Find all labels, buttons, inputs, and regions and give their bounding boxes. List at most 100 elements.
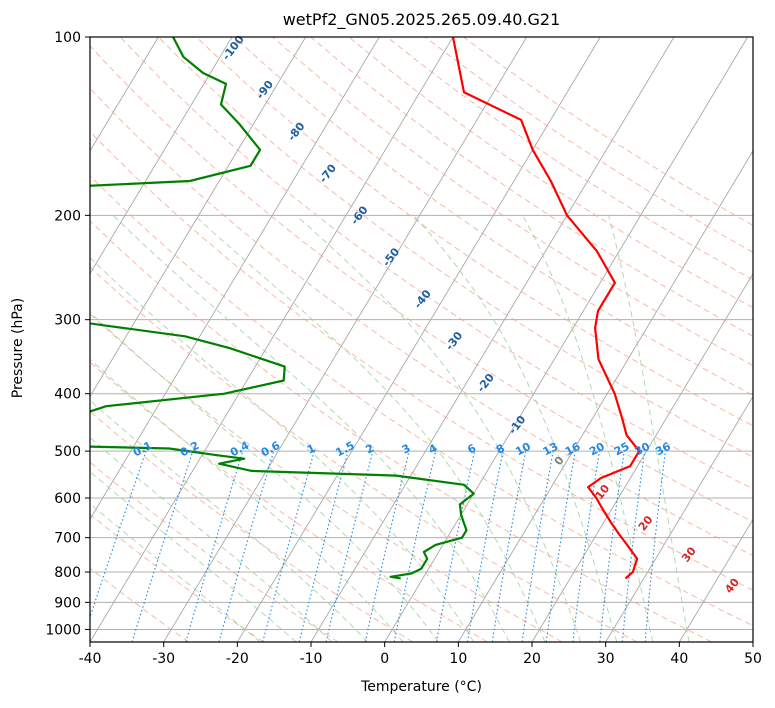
dry-adiabat [424,37,753,253]
moist-adiabat [295,214,582,642]
moist-adiabat [90,256,475,642]
moist-adiabat [608,215,690,642]
dry-adiabat [310,37,753,337]
x-axis-label: Temperature (°C) [361,679,482,695]
moist-adiabat [90,436,333,642]
isotherm-line [678,518,753,642]
mixing-ratio-line [599,451,625,642]
y-tick-label: 1000 [45,622,81,638]
dry-adiabat-label: -40 [411,287,434,311]
dry-adiabat-label: -30 [443,329,466,353]
isotherm-line [90,37,233,275]
mixing-ratio-label: 30 [633,440,653,459]
dry-adiabat-label: 0 [552,454,567,468]
mixing-ratio-line [298,450,349,642]
dry-adiabat [90,87,753,557]
x-tick-label: 20 [523,651,541,667]
x-tick-label: -40 [79,651,102,667]
moist-adiabat [90,399,369,642]
dry-adiabat [90,313,563,642]
moist-adiabat [90,503,261,642]
dry-adiabat [90,513,264,642]
isotherm-line [310,37,675,642]
dry-adiabat [386,37,753,281]
mixing-ratio-line [521,451,554,642]
mixing-ratio-label: 25 [612,440,632,459]
mixing-ratio-label: 10 [513,440,533,459]
dry-adiabat [90,567,190,642]
y-tick-label: 900 [54,595,81,611]
mixing-ratio-label: 36 [653,440,673,459]
dewpoint-profile [90,37,475,580]
isotherm-line [605,395,753,642]
dry-adiabat [196,37,753,427]
dry-adiabat [119,37,753,490]
moist-adiabat [90,358,404,642]
mixing-ratio-line [262,450,315,642]
y-tick-label: 400 [54,387,81,403]
axes: -40 -30 -20 -10 0 10 20 30 40 5010020030040050060… [45,30,762,667]
y-tick-label: 100 [54,30,81,46]
dry-adiabat [157,37,753,458]
mixing-ratio-label: 13 [541,440,561,459]
mixing-ratio-line [185,450,244,642]
dry-adiabat-label: 40 [722,576,742,596]
x-tick-label: 30 [597,651,615,667]
mixing-ratio-line [218,450,275,642]
mixing-ratio-label: 16 [563,440,583,459]
dry-adiabat-label: -20 [474,371,497,395]
isotherm-line [0,37,85,642]
isotherm-line [90,37,307,398]
background-lines [0,37,753,642]
moist-adiabat [90,471,297,642]
isotherm-line [457,150,753,642]
mixing-ratio-line [131,450,194,642]
dry-adiabat [90,175,753,627]
isotherm-line [90,37,454,642]
temperature-profile [451,37,641,580]
x-tick-label: 0 [380,651,389,667]
isotherm-line [752,641,753,642]
mixing-ratio-line [325,450,374,642]
mixing-ratio-label: 0.4 [228,439,252,460]
mixing-ratio-label: 1.5 [333,439,356,460]
profiles [90,37,641,580]
mixing-ratio-line [644,451,666,642]
x-tick-label: 10 [449,651,467,667]
mixing-ratio-label: 20 [587,440,607,459]
isotherm-line [90,37,159,152]
moist-adiabat [194,214,546,642]
mixing-ratio-label: 2 [363,442,376,457]
x-tick-label: -10 [300,651,323,667]
dry-adiabat-label: -10 [506,413,529,437]
dry-adiabat [90,461,339,642]
mixing-ratio-label: 0.1 [131,439,154,460]
mixing-ratio-label: 4 [426,441,439,456]
mixing-ratio-label: 6 [465,441,478,456]
x-tick-label: 50 [744,651,762,667]
mixing-ratio-line [621,451,646,642]
y-tick-label: 500 [54,444,81,460]
dry-adiabat [90,410,414,642]
mixing-ratio-line [393,450,437,642]
plot-frame [89,36,754,643]
dry-adiabat [348,37,753,309]
isotherm-line [236,37,601,642]
chart-title: wetPf2_GN05.2025.265.09.40.G21 [282,10,561,29]
mixing-ratio-label: 0.6 [259,439,283,460]
dry-adiabat-label: 10 [593,482,613,502]
y-tick-label: 600 [54,491,81,507]
x-tick-label: -20 [226,651,249,667]
isotherm-line [163,37,528,642]
mixing-ratio-label: 0.2 [178,439,201,460]
moist-adiabat [522,215,654,642]
mixing-ratio-label: 3 [400,442,413,457]
dry-adiabat [90,220,712,642]
dry-adiabat-label: 20 [636,513,656,533]
y-tick-label: 800 [54,565,81,581]
x-tick-label: 40 [670,651,688,667]
y-tick-label: 200 [54,208,81,224]
dry-adiabat-label: -90 [254,78,277,102]
dry-adiabat [90,266,638,642]
